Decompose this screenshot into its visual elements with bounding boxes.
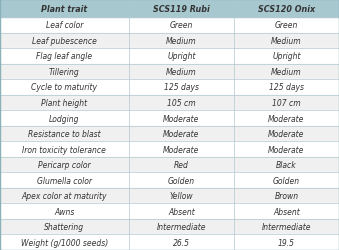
Bar [0,142,339,157]
Text: Lodging: Lodging [49,114,80,123]
Text: Pericarp color: Pericarp color [38,160,91,170]
Text: 26.5: 26.5 [173,238,190,247]
Text: Golden: Golden [168,176,195,185]
Text: Absent: Absent [168,207,195,216]
Bar [0,34,339,49]
Text: Moderate: Moderate [268,130,305,138]
Bar [0,204,339,219]
Text: Green: Green [275,21,298,30]
Text: Medium: Medium [271,37,302,46]
Bar [0,157,339,173]
Text: 19.5: 19.5 [278,238,295,247]
Text: Moderate: Moderate [163,114,200,123]
Bar [0,64,339,80]
Text: 105 cm: 105 cm [167,98,196,108]
Bar [0,234,339,250]
Text: Medium: Medium [166,68,197,76]
Text: 125 days: 125 days [164,83,199,92]
Bar [0,173,339,188]
Bar [0,0,339,18]
Text: Moderate: Moderate [268,145,305,154]
Bar [0,80,339,95]
Text: Moderate: Moderate [268,114,305,123]
Text: Tillering: Tillering [49,68,80,76]
Text: Golden: Golden [273,176,300,185]
Text: Green: Green [170,21,193,30]
Text: Intermediate: Intermediate [262,222,311,231]
Bar [0,111,339,126]
Text: Medium: Medium [271,68,302,76]
Bar [0,18,339,34]
Bar [0,49,339,64]
Text: Iron toxicity tolerance: Iron toxicity tolerance [22,145,106,154]
Text: Medium: Medium [166,37,197,46]
Text: Apex color at maturity: Apex color at maturity [22,192,107,200]
Text: Plant trait: Plant trait [41,4,87,14]
Text: Yellow: Yellow [170,192,193,200]
Text: Upright: Upright [167,52,196,61]
Text: Moderate: Moderate [163,145,200,154]
Bar [0,95,339,111]
Bar [0,188,339,204]
Text: Red: Red [174,160,189,170]
Text: Plant height: Plant height [41,98,87,108]
Text: SCS119 Rubi: SCS119 Rubi [153,4,210,14]
Text: Flag leaf angle: Flag leaf angle [36,52,93,61]
Text: Cycle to maturity: Cycle to maturity [32,83,97,92]
Text: Absent: Absent [273,207,300,216]
Text: Shattering: Shattering [44,222,84,231]
Text: Weight (g/1000 seeds): Weight (g/1000 seeds) [21,238,108,247]
Text: Intermediate: Intermediate [157,222,206,231]
Text: Black: Black [276,160,297,170]
Bar [0,219,339,234]
Text: Upright: Upright [272,52,301,61]
Text: Leaf color: Leaf color [46,21,83,30]
Bar [0,126,339,142]
Text: 107 cm: 107 cm [272,98,301,108]
Text: Glumella color: Glumella color [37,176,92,185]
Text: 125 days: 125 days [269,83,304,92]
Text: Awns: Awns [54,207,75,216]
Text: Resistance to blast: Resistance to blast [28,130,101,138]
Text: Moderate: Moderate [163,130,200,138]
Text: Brown: Brown [274,192,299,200]
Text: Leaf pubescence: Leaf pubescence [32,37,97,46]
Text: SCS120 Onix: SCS120 Onix [258,4,315,14]
